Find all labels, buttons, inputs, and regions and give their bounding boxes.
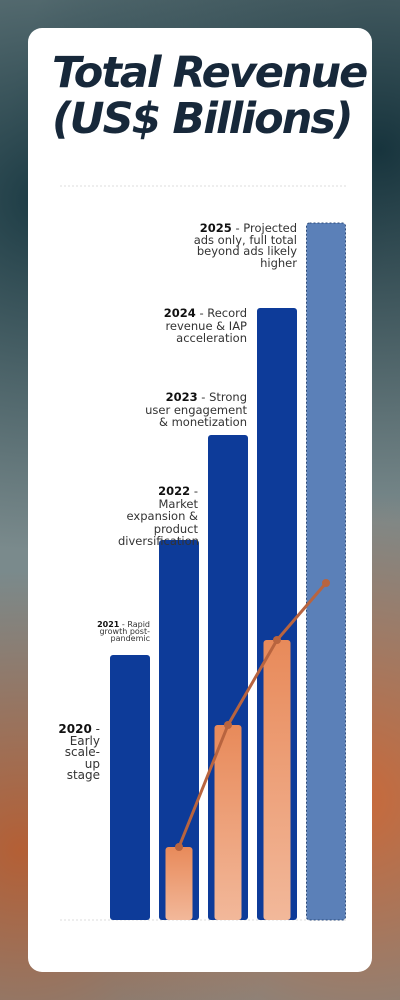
annotation-text: - Strong user engagement & monetization <box>145 390 247 429</box>
annotation-year: 2023 <box>165 390 198 404</box>
trend-point <box>224 721 232 729</box>
annotation-year: 2025 <box>199 221 232 235</box>
annotation-year: 2022 <box>158 484 191 498</box>
annotation: 2023 - Strong user engagement & monetiza… <box>137 391 247 429</box>
inner-bar <box>214 725 242 920</box>
annotation-text: - Rapid growth post-pandemic <box>99 620 150 643</box>
trend-point <box>322 579 330 587</box>
annotation-year: 2020 <box>58 722 92 736</box>
annotation-text: - Early scale-up stage <box>64 722 100 782</box>
chart-title: Total Revenue (US$ Billions) <box>52 48 368 144</box>
annotation-text: - Market expansion & product diversifica… <box>118 484 199 548</box>
annotation-year: 2024 <box>163 306 196 320</box>
annotation-text: - Projected ads only, full total beyond … <box>193 221 297 270</box>
projected-bar <box>306 222 346 921</box>
annotation: 2025 - Projected ads only, full total be… <box>177 221 297 270</box>
annotation: 2021 - Rapid growth post-pandemic <box>70 620 150 643</box>
trend-line <box>177 582 328 848</box>
inner-bar <box>263 640 291 920</box>
annotation-text: - Record revenue & IAP acceleration <box>165 306 247 345</box>
annotation: 2022 - Market expansion & product divers… <box>118 484 199 548</box>
trend-point <box>273 636 281 644</box>
annotation-year: 2021 <box>97 620 120 629</box>
inner-bar <box>165 847 193 920</box>
trend-point <box>175 843 183 851</box>
bar <box>110 655 150 920</box>
annotation: 2020 - Early scale-up stage <box>50 722 100 782</box>
annotation: 2024 - Record revenue & IAP acceleration <box>157 307 247 345</box>
